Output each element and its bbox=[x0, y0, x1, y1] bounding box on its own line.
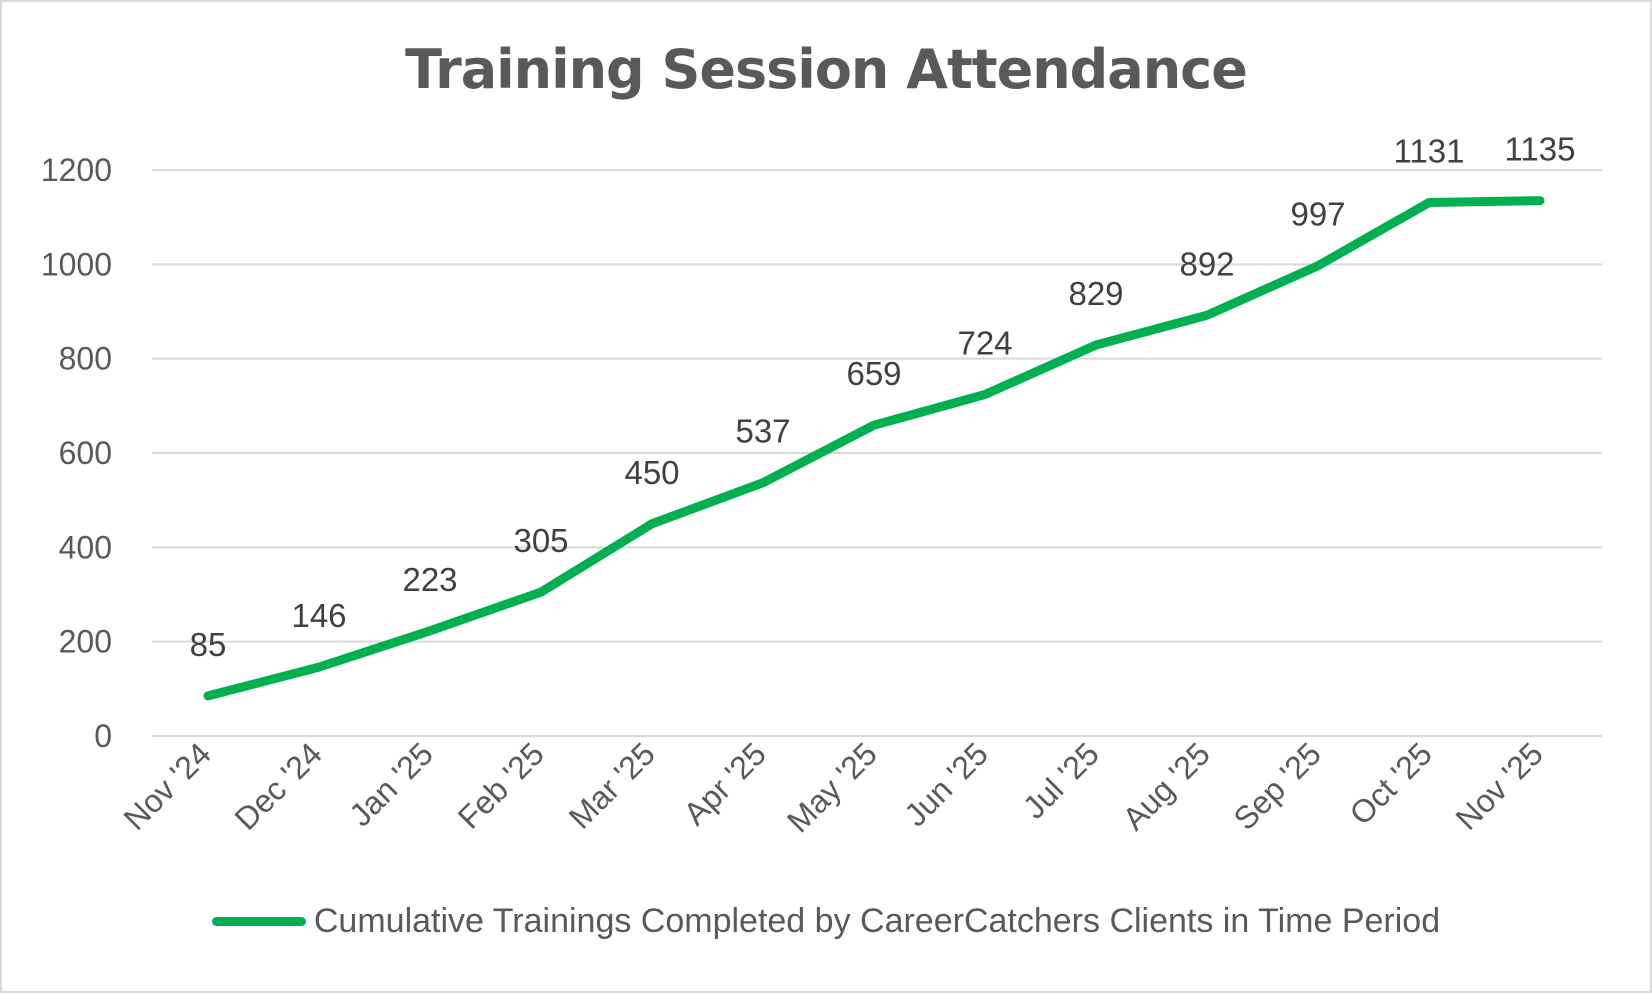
x-tick-label: Aug '25 bbox=[1115, 735, 1216, 836]
data-label: 1135 bbox=[1505, 131, 1576, 168]
data-label: 659 bbox=[846, 355, 901, 392]
chart-title: Training Session Attendance bbox=[405, 38, 1248, 101]
x-tick-label: Nov '24 bbox=[116, 735, 217, 836]
data-label: 997 bbox=[1290, 196, 1345, 233]
x-tick-label: Jul '25 bbox=[1016, 735, 1106, 825]
data-label: 223 bbox=[402, 561, 457, 598]
x-tick-label: Mar '25 bbox=[562, 735, 662, 835]
x-tick-label: Apr '25 bbox=[677, 735, 773, 831]
y-tick-label: 400 bbox=[59, 529, 112, 565]
data-label: 537 bbox=[735, 413, 790, 450]
series-layer bbox=[203, 196, 1545, 701]
x-tick-label: Jan '25 bbox=[342, 735, 440, 833]
y-tick-label: 800 bbox=[59, 341, 112, 377]
data-label: 450 bbox=[624, 454, 679, 491]
data-label: 305 bbox=[513, 522, 568, 559]
data-label: 85 bbox=[190, 626, 227, 663]
x-axis-ticks: Nov '24 Dec '24 Jan '25 Feb '25 Mar '25 Apr '… bbox=[116, 735, 1549, 839]
legend-label: Cumulative Trainings Completed by Career… bbox=[313, 902, 1441, 940]
legend-swatch bbox=[211, 917, 306, 926]
data-label: 724 bbox=[957, 325, 1012, 362]
data-label: 829 bbox=[1068, 275, 1123, 312]
y-axis-ticks: 0 200 400 600 800 1000 1200 bbox=[41, 152, 112, 754]
x-tick-label: Oct '25 bbox=[1343, 735, 1439, 831]
legend: Cumulative Trainings Completed by Career… bbox=[0, 902, 1652, 941]
y-tick-label: 1200 bbox=[41, 152, 112, 188]
x-tick-label: Dec '24 bbox=[227, 735, 328, 836]
x-tick-label: May '25 bbox=[780, 735, 884, 839]
y-tick-label: 200 bbox=[59, 624, 112, 660]
x-tick-label: Jun '25 bbox=[897, 735, 995, 833]
series-line bbox=[203, 196, 1545, 701]
data-labels: 85 146 223 305 450 537 659 724 829 892 997 1131 1135 bbox=[190, 131, 1576, 663]
data-label: 146 bbox=[291, 597, 346, 634]
y-tick-label: 600 bbox=[59, 435, 112, 471]
x-tick-label: Nov '25 bbox=[1448, 735, 1549, 836]
x-tick-label: Feb '25 bbox=[451, 735, 551, 835]
data-label: 892 bbox=[1179, 245, 1234, 282]
x-tick-label: Sep '25 bbox=[1226, 735, 1327, 836]
data-label: 1131 bbox=[1394, 133, 1465, 170]
y-tick-label: 1000 bbox=[41, 246, 112, 282]
y-tick-label: 0 bbox=[94, 718, 112, 754]
